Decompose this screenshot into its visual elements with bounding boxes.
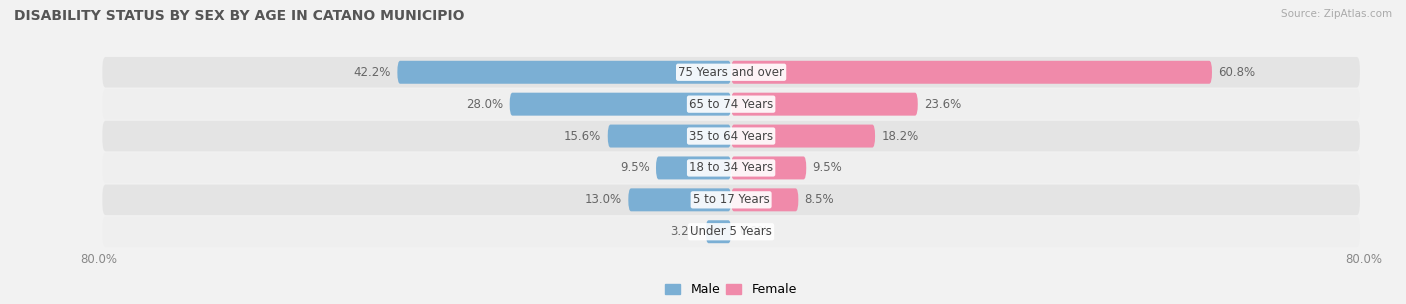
FancyBboxPatch shape (509, 93, 731, 116)
Text: 9.5%: 9.5% (620, 161, 650, 174)
Text: 8.5%: 8.5% (804, 193, 834, 206)
FancyBboxPatch shape (103, 185, 1360, 215)
Text: Under 5 Years: Under 5 Years (690, 225, 772, 238)
FancyBboxPatch shape (103, 121, 1360, 151)
Text: 5 to 17 Years: 5 to 17 Years (693, 193, 769, 206)
FancyBboxPatch shape (103, 153, 1360, 183)
FancyBboxPatch shape (103, 89, 1360, 119)
Text: 3.2%: 3.2% (669, 225, 699, 238)
FancyBboxPatch shape (731, 188, 799, 211)
FancyBboxPatch shape (731, 93, 918, 116)
Text: 15.6%: 15.6% (564, 130, 602, 143)
Text: DISABILITY STATUS BY SEX BY AGE IN CATANO MUNICIPIO: DISABILITY STATUS BY SEX BY AGE IN CATAN… (14, 9, 464, 23)
FancyBboxPatch shape (731, 61, 1212, 84)
Text: 18 to 34 Years: 18 to 34 Years (689, 161, 773, 174)
FancyBboxPatch shape (657, 157, 731, 179)
Legend: Male, Female: Male, Female (661, 278, 801, 301)
FancyBboxPatch shape (103, 216, 1360, 247)
Text: Source: ZipAtlas.com: Source: ZipAtlas.com (1281, 9, 1392, 19)
FancyBboxPatch shape (103, 57, 1360, 88)
Text: 23.6%: 23.6% (924, 98, 962, 111)
Text: 9.5%: 9.5% (813, 161, 842, 174)
FancyBboxPatch shape (607, 125, 731, 147)
FancyBboxPatch shape (398, 61, 731, 84)
Text: 42.2%: 42.2% (354, 66, 391, 79)
Text: 75 Years and over: 75 Years and over (678, 66, 785, 79)
Text: 0.0%: 0.0% (740, 225, 769, 238)
FancyBboxPatch shape (731, 125, 875, 147)
FancyBboxPatch shape (731, 157, 806, 179)
FancyBboxPatch shape (706, 220, 731, 243)
Text: 28.0%: 28.0% (467, 98, 503, 111)
Text: 13.0%: 13.0% (585, 193, 621, 206)
Text: 65 to 74 Years: 65 to 74 Years (689, 98, 773, 111)
FancyBboxPatch shape (628, 188, 731, 211)
Text: 35 to 64 Years: 35 to 64 Years (689, 130, 773, 143)
Text: 60.8%: 60.8% (1218, 66, 1256, 79)
Text: 18.2%: 18.2% (882, 130, 918, 143)
